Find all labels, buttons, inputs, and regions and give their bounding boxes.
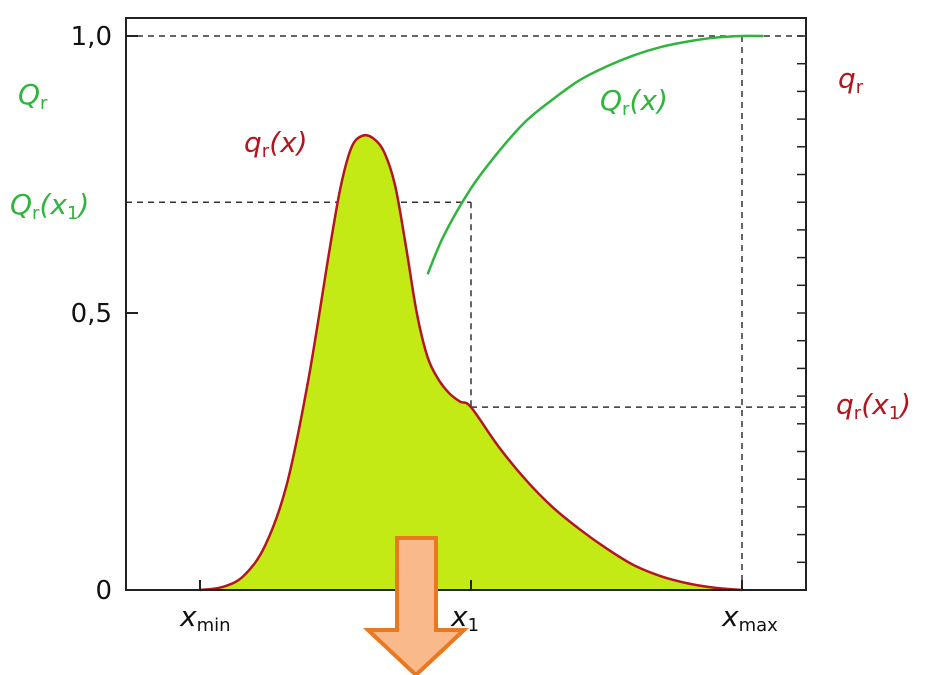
down-arrow-icon [362, 536, 470, 675]
y-tick-label: 0,5 [71, 299, 112, 329]
density-curve [199, 133, 743, 592]
density-series-label: qr(x) [244, 126, 308, 162]
left-axis-title: Qr [18, 78, 48, 114]
x-tick-label: xmin [179, 600, 231, 636]
y-tick-label: 1,0 [71, 22, 112, 52]
axis-ticks [126, 35, 806, 591]
q-x1-label: qr(x1) [836, 388, 911, 424]
axis-labels: 0 0,5 1,0 xmin x1 xmax Qr qr Qr(x1) qr(x1) qr(x) Qr… [10, 22, 911, 636]
cumulative-series-label: Qr(x) [600, 84, 668, 120]
x-tick-label: x1 [450, 600, 479, 636]
x-tick-label: xmax [721, 600, 778, 636]
y-tick-label: 0 [95, 576, 112, 606]
density-area-fill [200, 135, 742, 590]
right-axis-title: qr [838, 62, 864, 98]
plot-frame [125, 17, 807, 591]
cumulative-curve [426, 34, 764, 275]
Q-x1-label: Qr(x1) [10, 188, 89, 224]
